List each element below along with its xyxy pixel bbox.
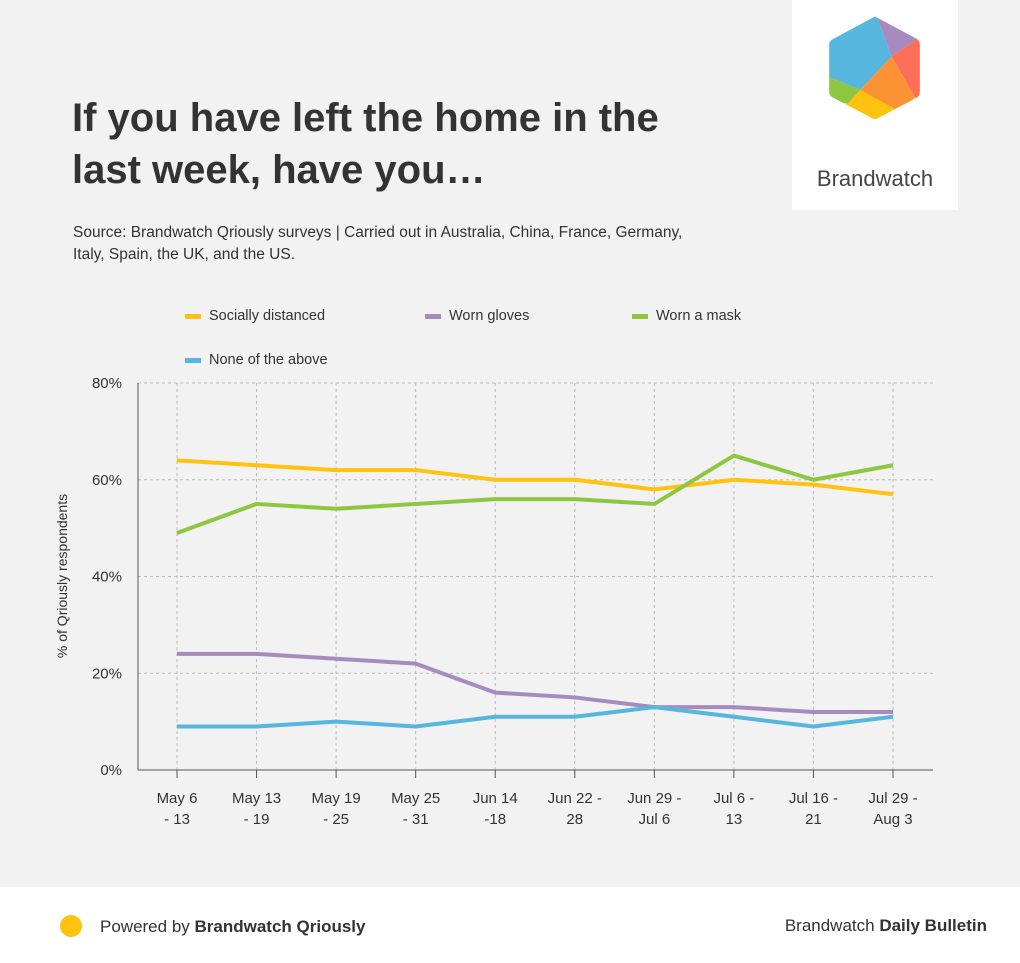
legend-item: None of the above [185, 352, 328, 368]
footer: Powered by Brandwatch Qriously Brandwatc… [0, 887, 1020, 963]
y-tick-label: 20% [92, 665, 122, 682]
x-tick-label: 21 [805, 811, 822, 828]
page-title: If you have left the home in the last we… [72, 96, 659, 192]
x-tick-label: - 13 [164, 811, 190, 828]
x-tick-label: Jul 6 - [713, 790, 754, 807]
x-tick-label: May 6 [157, 790, 198, 807]
legend-swatch [185, 357, 201, 363]
x-tick-label: -18 [484, 811, 506, 828]
line-chart: 0% 20% 40% 60% 80% May 6 - 13 May 13 - 19 May 19 -… [54, 375, 933, 828]
legend-swatch [425, 313, 441, 319]
legend-item: Worn gloves [425, 308, 529, 324]
legend-label: Socially distanced [209, 308, 326, 324]
daily-bulletin: Brandwatch Daily Bulletin [785, 916, 987, 936]
x-tick-label: 28 [566, 811, 583, 828]
legend-swatch [185, 313, 201, 319]
brandwatch-logo: Brandwatch [792, 0, 958, 210]
legend-label: None of the above [209, 352, 328, 368]
x-tick-label: - 19 [244, 811, 270, 828]
source-note: Source: Brandwatch Qriously surveys | Ca… [73, 224, 683, 263]
legend-item: Worn a mask [632, 308, 741, 324]
logo-segment [891, 31, 920, 100]
x-tick-label: Jun 29 - [627, 790, 681, 807]
series-line-worn-a-mask [176, 453, 894, 535]
logo-segment [829, 74, 861, 104]
bulletin-bold: Daily Bulletin [879, 916, 987, 935]
series-line-worn-gloves [177, 651, 893, 714]
x-tick-label: Jun 14 [473, 790, 518, 807]
x-tick-label: May 25 [391, 790, 440, 807]
legend-item: Socially distanced [185, 308, 325, 324]
legend-label: Worn gloves [449, 308, 530, 324]
series-line-socially-distanced [176, 458, 894, 497]
powered-prefix: Powered by [100, 917, 195, 936]
y-tick-label: 0% [100, 762, 122, 779]
x-tick-label: - 31 [403, 811, 429, 828]
series-line-none-of-the-above [177, 705, 894, 729]
logo-segment [840, 89, 900, 120]
y-axis-label: % of Qriously respondents [54, 494, 70, 658]
x-tick-label: May 13 [232, 790, 281, 807]
bulletin-prefix: Brandwatch [784, 916, 880, 935]
x-tick-label: - 25 [323, 811, 349, 828]
x-tick-label: Jul 29 - [868, 790, 917, 807]
x-tick-label: Jul 16 - [789, 790, 838, 807]
x-tick-label: 13 [726, 811, 743, 828]
powered-by: Powered by Brandwatch Qriously [100, 917, 365, 937]
x-tick-label: Jul 6 [638, 811, 670, 828]
legend-swatch [632, 313, 648, 319]
x-tick-label: Aug 3 [873, 811, 912, 828]
x-tick-label: May 19 [312, 790, 361, 807]
y-tick-label: 60% [92, 472, 122, 489]
y-tick-label: 80% [92, 375, 122, 392]
x-tick-label: Jun 22 - [548, 790, 602, 807]
legend-label: Worn a mask [656, 308, 742, 324]
logo-text: Brandwatch [816, 166, 934, 191]
powered-brand: Brandwatch Qriously [194, 917, 366, 936]
brand-dot-icon [60, 915, 82, 937]
hexagon-logo-icon [829, 16, 920, 120]
y-tick-label: 40% [92, 569, 122, 586]
